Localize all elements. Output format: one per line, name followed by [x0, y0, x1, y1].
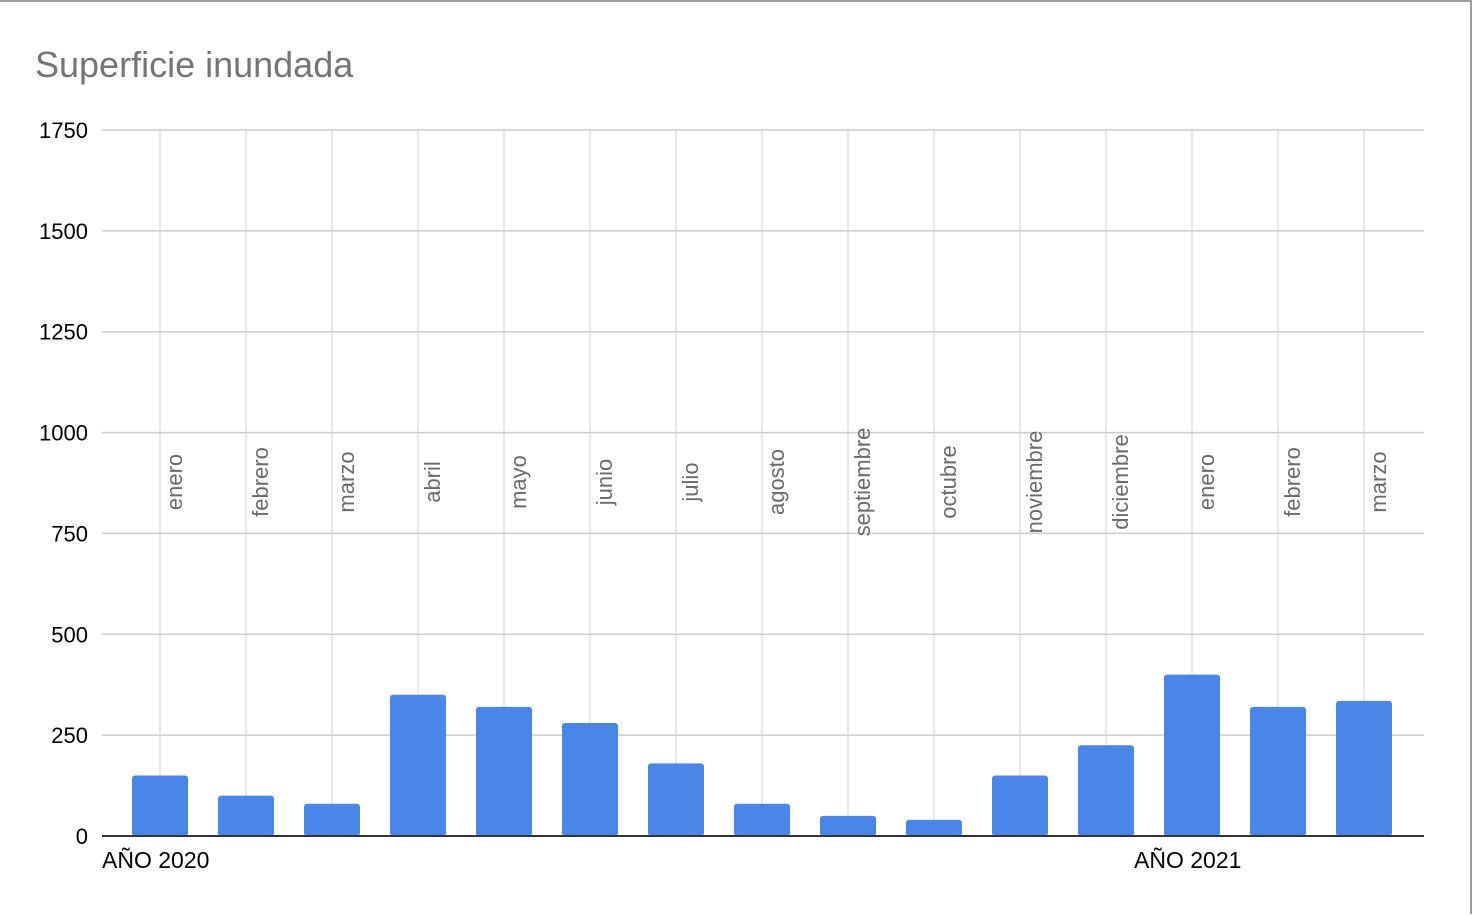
- y-tick-label: 250: [51, 723, 88, 748]
- bar-1: [132, 775, 188, 836]
- y-tick-label: 750: [51, 521, 88, 546]
- x-tick-label: junio: [592, 459, 617, 506]
- x-tick-label: agosto: [764, 449, 789, 515]
- bar-8: [734, 803, 790, 836]
- y-tick-label: 1500: [39, 219, 88, 244]
- x-tick-label: febrero: [1280, 447, 1305, 517]
- x-tick-label: abril: [420, 461, 445, 503]
- x-tick-label: marzo: [1366, 451, 1391, 512]
- bar-2: [218, 795, 274, 836]
- x-tick-label: septiembre: [850, 428, 875, 537]
- x-tick-label: noviembre: [1022, 431, 1047, 534]
- y-tick-label: 500: [51, 622, 88, 647]
- bar-12: [1078, 745, 1134, 836]
- bar-5: [476, 706, 532, 836]
- x-tick-label: mayo: [506, 455, 531, 509]
- bar-13: [1164, 674, 1220, 836]
- y-tick-label: 1750: [39, 118, 88, 143]
- bar-7: [648, 763, 704, 836]
- x-tick-label: enero: [1194, 454, 1219, 510]
- year-group-label: AÑO 2021: [1134, 847, 1241, 873]
- x-tick-label: febrero: [248, 447, 273, 517]
- y-tick-label: 0: [76, 824, 88, 849]
- chart-title: Superficie inundada: [35, 44, 354, 85]
- bar-9: [820, 815, 876, 836]
- x-tick-label: julio: [678, 462, 703, 502]
- bar-14: [1250, 706, 1306, 836]
- y-tick-label: 1000: [39, 421, 88, 446]
- bar-4: [390, 694, 446, 836]
- x-tick-label: marzo: [334, 451, 359, 512]
- bar-6: [562, 723, 618, 836]
- x-tick-label: diciembre: [1108, 434, 1133, 529]
- x-tick-label: octubre: [936, 445, 961, 518]
- year-group-label: AÑO 2020: [102, 847, 209, 873]
- bar-11: [992, 775, 1048, 836]
- x-tick-label: enero: [162, 454, 187, 510]
- bar-3: [304, 803, 360, 836]
- bar-10: [906, 819, 962, 836]
- bar-15: [1336, 700, 1392, 836]
- y-tick-label: 1250: [39, 320, 88, 345]
